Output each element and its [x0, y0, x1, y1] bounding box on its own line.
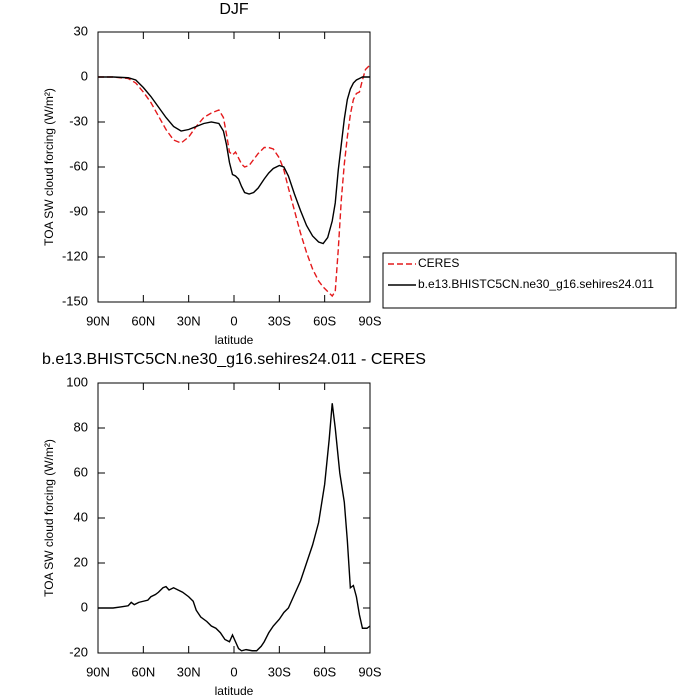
y-tick-label: -150: [62, 293, 88, 308]
y-axis-label: TOA SW cloud forcing (W/m²): [42, 88, 56, 246]
y-tick-label: -120: [62, 248, 88, 263]
x-tick-label: 0: [230, 664, 237, 679]
data-line: [98, 76, 370, 245]
x-tick-label: 60S: [313, 313, 336, 328]
x-axis-label: latitude: [215, 684, 254, 698]
y-tick-label: -30: [69, 113, 88, 128]
y-tick-label: 40: [74, 509, 88, 524]
x-tick-label: 90S: [358, 664, 381, 679]
x-tick-label: 30N: [177, 313, 201, 328]
x-tick-label: 30S: [268, 664, 291, 679]
x-axis-label: latitude: [215, 333, 254, 347]
data-line: [98, 64, 371, 298]
x-tick-label: 90N: [86, 664, 110, 679]
x-tick-label: 60N: [131, 664, 155, 679]
x-tick-label: 60S: [313, 664, 336, 679]
legend-box: [382, 252, 677, 309]
y-tick-label: -60: [69, 158, 88, 173]
legend-label: CERES: [418, 256, 459, 270]
x-tick-label: 90N: [86, 313, 110, 328]
chart-title: b.e13.BHISTC5CN.ne30_g16.sehires24.011 -…: [42, 351, 426, 368]
x-tick-label: 90S: [358, 313, 381, 328]
plot-frame: [97, 31, 371, 303]
y-axis-label: TOA SW cloud forcing (W/m²): [42, 439, 56, 597]
y-tick-label: -20: [69, 644, 88, 659]
y-tick-label: -90: [69, 203, 88, 218]
x-tick-label: 60N: [131, 313, 155, 328]
x-tick-label: 30S: [268, 313, 291, 328]
x-tick-label: 30N: [177, 664, 201, 679]
y-tick-label: 80: [74, 419, 88, 434]
y-tick-label: 60: [74, 464, 88, 479]
chart-title: DJF: [219, 1, 249, 18]
y-tick-label: 30: [74, 23, 88, 38]
y-tick-label: 20: [74, 554, 88, 569]
data-line: [98, 403, 371, 652]
y-tick-label: 100: [66, 374, 88, 389]
y-tick-label: 0: [81, 599, 88, 614]
legend-label: b.e13.BHISTC5CN.ne30_g16.sehires24.011: [418, 277, 654, 291]
plot-frame: [97, 382, 371, 654]
x-tick-label: 0: [230, 313, 237, 328]
y-tick-label: 0: [81, 68, 88, 83]
